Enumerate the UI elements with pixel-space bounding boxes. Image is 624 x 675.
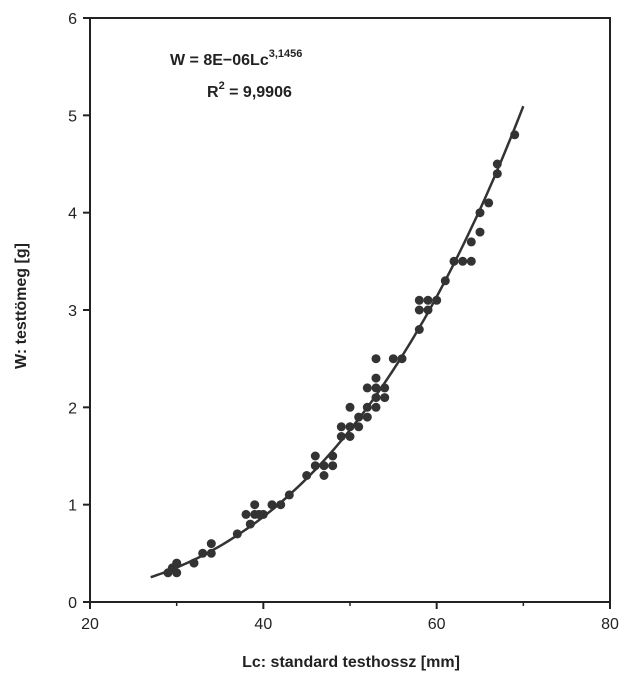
data-point	[319, 471, 329, 480]
data-point	[198, 548, 208, 558]
data-point	[414, 295, 424, 305]
data-point	[336, 432, 346, 441]
data-point	[206, 548, 216, 558]
data-point	[492, 159, 502, 169]
data-point	[380, 393, 390, 403]
equation-annotation: W = 8E−06Lc3,1456	[170, 48, 302, 69]
y-axis-ticks: 0 1 2 3 4 5 6	[68, 11, 90, 612]
data-point	[449, 256, 459, 266]
y-tick-label: 1	[68, 498, 77, 515]
data-point	[371, 402, 381, 412]
data-point	[345, 422, 355, 432]
x-axis-title: Lc: standard testhossz [mm]	[242, 654, 460, 671]
data-point	[475, 227, 485, 237]
data-point	[362, 412, 372, 422]
data-point	[310, 461, 320, 471]
x-tick-label: 80	[601, 616, 619, 633]
data-point	[397, 354, 407, 364]
data-point	[388, 354, 398, 364]
data-point	[484, 198, 494, 208]
plot-area	[89, 17, 611, 603]
data-point	[310, 451, 320, 461]
x-axis-ticks: 20 40 60 80	[81, 602, 619, 633]
data-point	[250, 500, 260, 510]
data-point	[466, 237, 476, 247]
data-point	[510, 130, 520, 140]
y-tick-label: 5	[68, 108, 77, 125]
data-point	[245, 519, 255, 529]
data-point	[345, 402, 355, 412]
data-point	[319, 461, 329, 471]
y-tick-label: 0	[68, 595, 77, 612]
data-point	[328, 461, 338, 471]
data-point	[362, 402, 372, 412]
data-point	[336, 422, 346, 432]
data-point	[432, 295, 442, 305]
y-tick-label: 2	[68, 400, 77, 417]
data-point	[258, 509, 268, 519]
data-point	[380, 383, 390, 393]
r2-annotation: R2 = 9,9906	[207, 80, 292, 101]
data-point	[302, 471, 312, 480]
x-tick-label: 40	[254, 616, 272, 633]
y-axis-title: W: testtömeg [g]	[13, 243, 30, 369]
data-point	[371, 383, 381, 393]
data-points	[163, 130, 520, 578]
data-point	[371, 393, 381, 403]
data-point	[440, 276, 450, 286]
data-point	[345, 432, 355, 441]
x-tick-label: 60	[428, 616, 446, 633]
data-point	[206, 539, 216, 549]
data-point	[414, 325, 424, 334]
data-point	[414, 305, 424, 315]
data-point	[284, 490, 294, 500]
data-point	[466, 256, 476, 266]
data-point	[458, 256, 468, 266]
plot-frame	[89, 17, 611, 603]
equation-exponent: 3,1456	[269, 48, 303, 60]
data-point	[423, 295, 433, 305]
y-tick-label: 3	[68, 303, 77, 320]
y-tick-label: 6	[68, 11, 77, 28]
fit-curve-group	[150, 105, 525, 579]
data-point	[475, 208, 485, 218]
data-point	[241, 509, 251, 519]
data-point	[354, 412, 364, 422]
data-point	[423, 305, 433, 315]
data-point	[371, 373, 381, 383]
data-point	[362, 383, 372, 393]
data-point	[189, 558, 199, 568]
data-point	[354, 422, 364, 432]
y-tick-label: 4	[68, 206, 77, 223]
data-point	[172, 568, 182, 578]
x-tick-label: 20	[81, 616, 99, 633]
data-point	[492, 169, 502, 179]
data-point	[328, 451, 338, 461]
data-point	[371, 354, 381, 364]
data-point	[232, 529, 242, 539]
data-point	[276, 500, 286, 510]
data-point	[267, 500, 277, 510]
fit-curve	[150, 105, 525, 579]
data-point	[172, 558, 182, 568]
